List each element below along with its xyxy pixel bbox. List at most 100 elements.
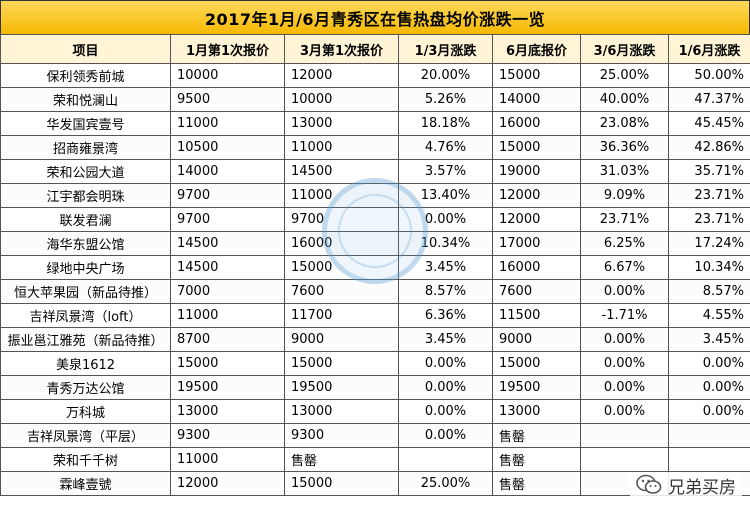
cell-jan-price: 15000 xyxy=(170,351,285,376)
cell-mar-price: 11000 xyxy=(284,183,399,208)
cell-project-name: 华发国宾壹号 xyxy=(0,111,171,136)
cell-jan-price: 11000 xyxy=(170,447,285,472)
cell-mar-price: 9000 xyxy=(284,327,399,352)
cell-jan-price: 9500 xyxy=(170,87,285,112)
cell-mar-price: 9300 xyxy=(284,423,399,448)
cell-jun-price: 19000 xyxy=(492,159,581,184)
cell-jan-price: 12000 xyxy=(170,471,285,496)
cell-jun-price: 12000 xyxy=(492,207,581,232)
table-row: 振业邕江雅苑（新品待推） 8700 9000 3.45% 9000 0.00% 3.45% xyxy=(0,327,750,352)
cell-project-name: 江宇都会明珠 xyxy=(0,183,171,208)
cell-jan-mar-change: 0.00% xyxy=(398,375,493,400)
header-mar-price: 3月第1次报价 xyxy=(284,34,399,64)
cell-mar-jun-change: 0.00% xyxy=(580,279,669,304)
cell-project-name: 振业邕江雅苑（新品待推） xyxy=(0,327,171,352)
cell-mar-price: 7600 xyxy=(284,279,399,304)
cell-jan-price: 10500 xyxy=(170,135,285,160)
cell-jan-jun-change: 17.24% xyxy=(668,231,750,256)
cell-jun-price: 17000 xyxy=(492,231,581,256)
cell-mar-price: 19500 xyxy=(284,375,399,400)
cell-jan-mar-change: 10.34% xyxy=(398,231,493,256)
cell-jan-jun-change: 8.57% xyxy=(668,279,750,304)
cell-jan-jun-change: 3.45% xyxy=(668,327,750,352)
cell-project-name: 霖峰壹號 xyxy=(0,471,171,496)
cell-jan-jun-change: 45.45% xyxy=(668,111,750,136)
cell-mar-jun-change: 40.00% xyxy=(580,87,669,112)
cell-jan-price: 14000 xyxy=(170,159,285,184)
cell-jun-price: 售罄 xyxy=(492,447,581,472)
cell-jan-mar-change xyxy=(398,447,493,472)
cell-mar-price: 11000 xyxy=(284,135,399,160)
header-jan-price: 1月第1次报价 xyxy=(170,34,285,64)
cell-project-name: 绿地中央广场 xyxy=(0,255,171,280)
cell-mar-price: 13000 xyxy=(284,399,399,424)
cell-mar-price: 14500 xyxy=(284,159,399,184)
table-row: 保利领秀前城 10000 12000 20.00% 15000 25.00% 50.00% xyxy=(0,63,750,88)
cell-mar-jun-change: 36.36% xyxy=(580,135,669,160)
sheet-title: 2017年1月/6月青秀区在售热盘均价涨跌一览 xyxy=(0,0,750,35)
cell-project-name: 海华东盟公馆 xyxy=(0,231,171,256)
cell-project-name: 恒大苹果园（新品待推） xyxy=(0,279,171,304)
cell-jan-price: 14500 xyxy=(170,255,285,280)
cell-jan-price: 13000 xyxy=(170,399,285,424)
header-jan-mar-change: 1/3月涨跌 xyxy=(398,34,493,64)
table-row: 青秀万达公馆 19500 19500 0.00% 19500 0.00% 0.00% xyxy=(0,375,750,400)
cell-jan-jun-change: 50.00% xyxy=(668,63,750,88)
cell-project-name: 荣和千千树 xyxy=(0,447,171,472)
cell-jan-price: 8700 xyxy=(170,327,285,352)
cell-jun-price: 15000 xyxy=(492,63,581,88)
cell-jan-mar-change: 25.00% xyxy=(398,471,493,496)
cell-jan-jun-change: 35.71% xyxy=(668,159,750,184)
table-row: 荣和悦澜山 9500 10000 5.26% 14000 40.00% 47.37% xyxy=(0,87,750,112)
cell-jun-price: 15000 xyxy=(492,351,581,376)
table-row: 联发君澜 9700 9700 0.00% 12000 23.71% 23.71% xyxy=(0,207,750,232)
cell-mar-jun-change xyxy=(580,423,669,448)
cell-jan-mar-change: 3.45% xyxy=(398,327,493,352)
cell-jun-price: 售罄 xyxy=(492,423,581,448)
cell-mar-jun-change: 9.09% xyxy=(580,183,669,208)
cell-mar-jun-change xyxy=(580,447,669,472)
table-row: 江宇都会明珠 9700 11000 13.40% 12000 9.09% 23.71% xyxy=(0,183,750,208)
table-row: 恒大苹果园（新品待推） 7000 7600 8.57% 7600 0.00% 8.57% xyxy=(0,279,750,304)
header-row: 项目 1月第1次报价 3月第1次报价 1/3月涨跌 6月底报价 3/6月涨跌 1… xyxy=(0,34,750,64)
cell-jan-price: 11000 xyxy=(170,303,285,328)
cell-jan-jun-change: 47.37% xyxy=(668,87,750,112)
cell-project-name: 保利领秀前城 xyxy=(0,63,171,88)
table-row: 华发国宾壹号 11000 13000 18.18% 16000 23.08% 45.45% xyxy=(0,111,750,136)
cell-mar-jun-change: 23.08% xyxy=(580,111,669,136)
wechat-icon xyxy=(636,474,662,496)
header-jan-jun-change: 1/6月涨跌 xyxy=(668,34,750,64)
cell-mar-jun-change: 31.03% xyxy=(580,159,669,184)
cell-jan-price: 7000 xyxy=(170,279,285,304)
cell-project-name: 招商雍景湾 xyxy=(0,135,171,160)
cell-jan-mar-change: 0.00% xyxy=(398,351,493,376)
cell-mar-price: 12000 xyxy=(284,63,399,88)
cell-mar-jun-change: 0.00% xyxy=(580,351,669,376)
cell-jan-price: 10000 xyxy=(170,63,285,88)
cell-jan-mar-change: 3.57% xyxy=(398,159,493,184)
table-row: 海华东盟公馆 14500 16000 10.34% 17000 6.25% 17.24% xyxy=(0,231,750,256)
cell-mar-price: 售罄 xyxy=(284,447,399,472)
cell-project-name: 荣和悦澜山 xyxy=(0,87,171,112)
cell-mar-price: 15000 xyxy=(284,351,399,376)
cell-mar-jun-change: 23.71% xyxy=(580,207,669,232)
cell-mar-price: 10000 xyxy=(284,87,399,112)
cell-jun-price: 16000 xyxy=(492,111,581,136)
cell-jan-jun-change: 0.00% xyxy=(668,351,750,376)
cell-mar-price: 16000 xyxy=(284,231,399,256)
cell-mar-jun-change: 6.25% xyxy=(580,231,669,256)
table-row: 美泉1612 15000 15000 0.00% 15000 0.00% 0.00% xyxy=(0,351,750,376)
cell-jan-price: 9700 xyxy=(170,207,285,232)
cell-jan-price: 9700 xyxy=(170,183,285,208)
cell-project-name: 美泉1612 xyxy=(0,351,171,376)
cell-project-name: 吉祥凤景湾（平层） xyxy=(0,423,171,448)
cell-project-name: 联发君澜 xyxy=(0,207,171,232)
cell-mar-jun-change: 6.67% xyxy=(580,255,669,280)
header-project: 项目 xyxy=(0,34,171,64)
cell-jun-price: 11500 xyxy=(492,303,581,328)
table-body: 保利领秀前城 10000 12000 20.00% 15000 25.00% 50.00% 荣… xyxy=(0,63,750,496)
cell-mar-price: 11700 xyxy=(284,303,399,328)
table-row: 万科城 13000 13000 0.00% 13000 0.00% 0.00% xyxy=(0,399,750,424)
header-mar-jun-change: 3/6月涨跌 xyxy=(580,34,669,64)
